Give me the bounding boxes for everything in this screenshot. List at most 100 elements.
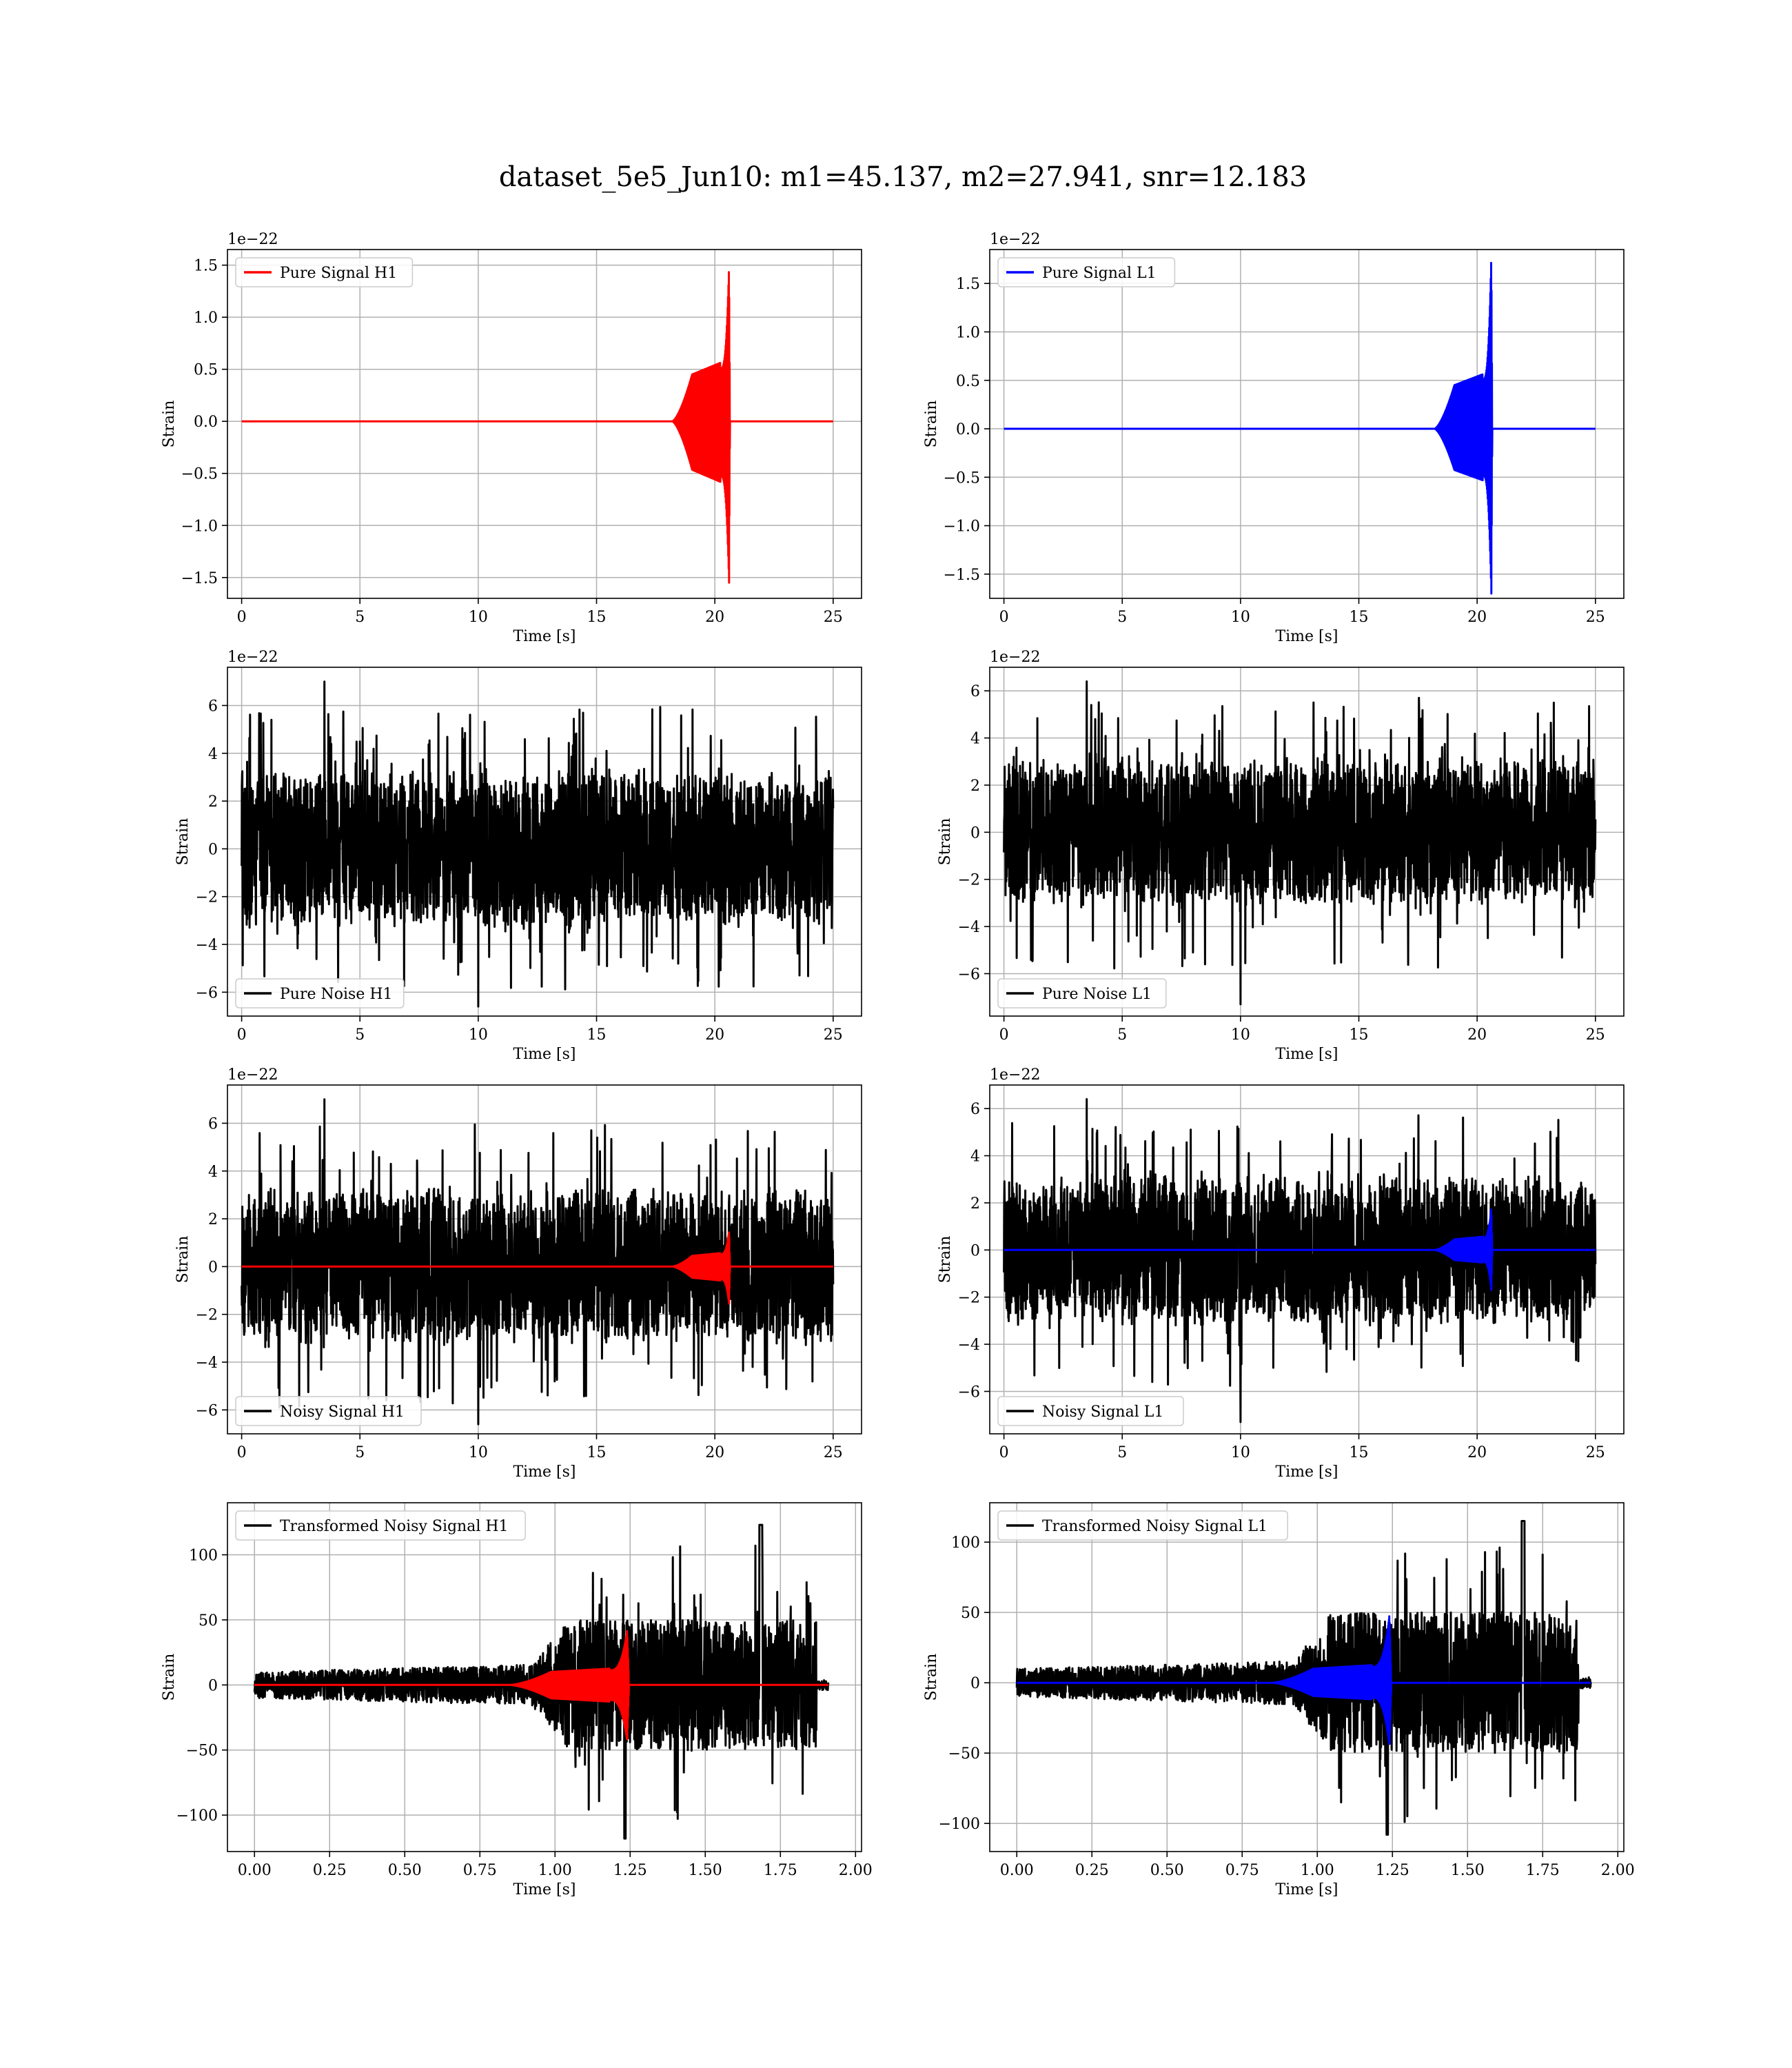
y-tick-label: 4 — [970, 731, 980, 748]
axes-frame — [989, 1502, 1625, 1852]
legend-box — [997, 978, 1167, 1008]
series-line — [1003, 261, 1596, 595]
x-tick-label: 5 — [355, 609, 365, 626]
axes-frame — [227, 249, 862, 599]
subplot-pure-signal-h1: 0 5 10 15 20 25 −1.5 −1.0 −0.5 0.0 0.5 1.0 1.5 1e−22 T… — [161, 231, 862, 645]
x-tick-label: 15 — [587, 609, 607, 626]
x-tick-label: 5 — [355, 1026, 365, 1044]
x-tick-label: 1.50 — [1451, 1862, 1485, 1879]
legend: Noisy Signal L1 — [997, 1396, 1184, 1426]
y-tick-label: 0 — [970, 1242, 980, 1259]
x-axis-label: Time [s] — [1275, 628, 1338, 645]
y-tick-label: 1.0 — [956, 324, 980, 341]
y-tick-label: 4 — [970, 1148, 980, 1166]
x-tick-label: 25 — [1586, 1026, 1605, 1044]
x-tick-label: 20 — [705, 1026, 724, 1044]
legend-box — [235, 1396, 422, 1426]
y-tick-label: −6 — [196, 984, 218, 1002]
y-tick-label: −2 — [196, 889, 218, 906]
y-tick-label: 50 — [198, 1612, 218, 1630]
series-line — [254, 1630, 830, 1741]
subplot-pure-signal-l1: 0 5 10 15 20 25 −1.5 −1.0 −0.5 0.0 0.5 1.0 1.5 1e−22 T… — [923, 231, 1625, 645]
subplot-transformed-noisy-signal-l1: 0.00 0.25 0.50 0.75 1.00 1.25 1.50 1.75 2.00 −100… — [923, 1502, 1635, 1898]
y-tick-label: −50 — [948, 1745, 980, 1763]
y-tick-label: 0 — [208, 1677, 218, 1694]
x-axis-label: Time [s] — [513, 1046, 576, 1063]
x-tick-label: 0.25 — [313, 1862, 347, 1879]
x-tick-label: 1.75 — [1526, 1862, 1560, 1879]
axes-frame — [989, 1084, 1625, 1435]
x-tick-label: 0 — [999, 1026, 1009, 1044]
subplot-noisy-signal-l1: 0 5 10 15 20 25 −6 −4 −2 0 2 4 6 1e−22 Time [s] Strain N… — [937, 1066, 1625, 1481]
x-tick-label: 0.50 — [1150, 1862, 1184, 1879]
legend-label: Pure Signal H1 — [280, 265, 397, 282]
x-tick-label: 20 — [705, 1444, 724, 1461]
series-line — [241, 1231, 834, 1305]
x-tick-label: 1.00 — [538, 1862, 572, 1879]
plot-area — [1015, 1520, 1592, 1836]
y-tick-label: −4 — [196, 937, 218, 954]
x-tick-label: 1.75 — [764, 1862, 797, 1879]
x-tick-label: 20 — [1467, 1026, 1487, 1044]
axes-frame — [989, 249, 1625, 599]
y-tick-label: 0 — [970, 1675, 980, 1692]
y-tick-label: −1.0 — [944, 518, 980, 536]
y-axis-label: Strain — [174, 1236, 192, 1284]
offset-text: 1e−22 — [227, 231, 278, 248]
x-tick-label: 1.00 — [1301, 1862, 1334, 1879]
x-tick-label: 0.00 — [238, 1862, 272, 1879]
plot-area — [1003, 261, 1596, 595]
y-tick-label: 1.5 — [194, 258, 218, 275]
subplot-transformed-noisy-signal-h1: 0.00 0.25 0.50 0.75 1.00 1.25 1.50 1.75 2.00 −100… — [161, 1502, 873, 1898]
axes-frame — [227, 1084, 862, 1435]
offset-text: 1e−22 — [990, 649, 1040, 666]
legend: Noisy Signal H1 — [235, 1396, 422, 1426]
subplot-noisy-signal-h1: 0 5 10 15 20 25 −6 −4 −2 0 2 4 6 1e−22 Time [s] Strain N… — [174, 1066, 862, 1481]
series-line — [1003, 680, 1597, 1006]
y-tick-label: −2 — [958, 872, 980, 889]
legend-box — [235, 257, 414, 287]
y-tick-label: 6 — [970, 683, 980, 700]
legend: Transformed Noisy Signal H1 — [235, 1510, 526, 1541]
y-tick-label: 0.5 — [956, 373, 980, 390]
y-tick-label: −100 — [176, 1807, 218, 1825]
x-tick-label: 5 — [355, 1444, 365, 1461]
legend-label: Noisy Signal H1 — [280, 1403, 405, 1421]
y-tick-label: 2 — [970, 778, 980, 795]
y-tick-label: 100 — [951, 1534, 980, 1552]
y-tick-label: −2 — [958, 1290, 980, 1307]
x-axis-label: Time [s] — [1275, 1463, 1338, 1481]
legend-box — [235, 978, 405, 1008]
offset-text: 1e−22 — [990, 1066, 1040, 1084]
y-tick-label: 2 — [208, 793, 218, 811]
y-axis-label: Strain — [161, 401, 178, 448]
y-axis-label: Strain — [923, 401, 940, 448]
series-line — [253, 1523, 830, 1840]
series-line — [1016, 1615, 1592, 1745]
x-tick-label: 25 — [1586, 1444, 1605, 1461]
series-line — [241, 680, 835, 1008]
y-tick-label: 0.5 — [194, 362, 218, 379]
legend-label: Transformed Noisy Signal L1 — [1042, 1518, 1267, 1535]
x-tick-label: 5 — [1117, 1444, 1127, 1461]
x-tick-label: 0.25 — [1075, 1862, 1109, 1879]
x-tick-label: 20 — [1467, 1444, 1487, 1461]
y-tick-label: −0.5 — [181, 466, 218, 483]
x-tick-label: 25 — [824, 609, 843, 626]
legend: Transformed Noisy Signal L1 — [997, 1510, 1288, 1541]
plot-area — [1003, 1098, 1597, 1423]
y-tick-label: 50 — [961, 1605, 980, 1622]
legend-box — [997, 1510, 1288, 1541]
y-tick-label: 6 — [970, 1101, 980, 1118]
x-tick-label: 0 — [237, 1444, 247, 1461]
x-tick-label: 0 — [999, 609, 1009, 626]
y-axis-label: Strain — [937, 818, 954, 866]
legend: Pure Signal H1 — [235, 257, 414, 287]
legend-label: Transformed Noisy Signal H1 — [280, 1518, 509, 1535]
x-tick-label: 10 — [1231, 609, 1250, 626]
subplot-pure-noise-l1: 0 5 10 15 20 25 −6 −4 −2 0 2 4 6 1e−22 Time [s] Strain P… — [937, 649, 1625, 1063]
axes-frame — [227, 1502, 862, 1852]
legend-label: Pure Noise H1 — [280, 986, 393, 1003]
x-tick-label: 20 — [1467, 609, 1487, 626]
plot-area — [241, 1098, 835, 1426]
